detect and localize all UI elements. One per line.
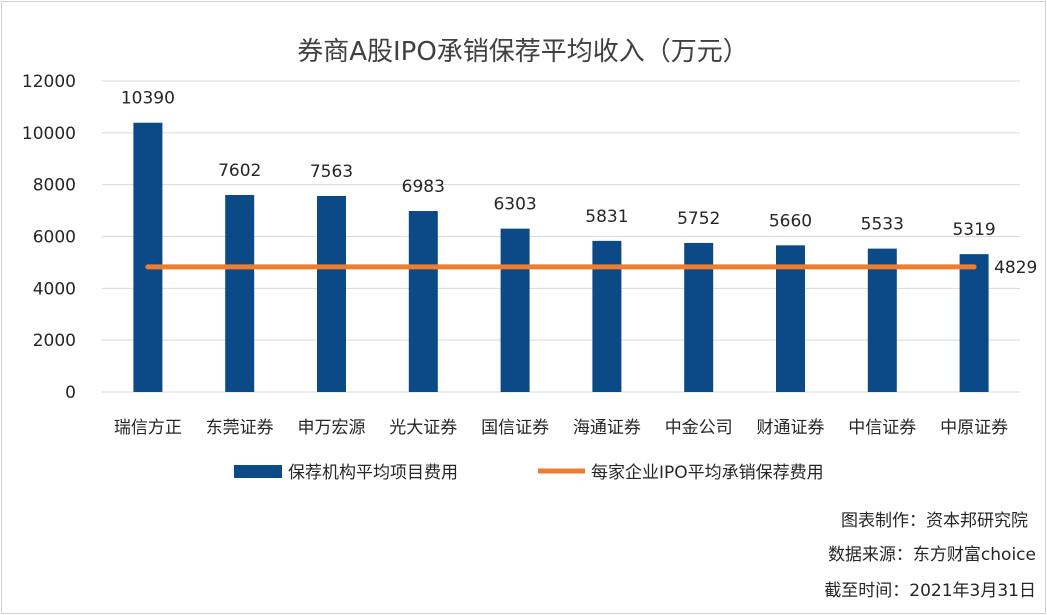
y-tick-label: 12000 [22,72,76,92]
data-labels: 10390 7602 7563 6983 6303 5831 5752 5660 5533 531… [121,89,996,240]
x-axis-categories: 瑞信方正 东莞证券 申万宏源 光大证券 国信证券 海通证券 中金公司 财通证券 中信证券 中原证券 [114,418,1008,438]
chart-title: 券商A股IPO承销保荐平均收入（万元） [297,37,749,67]
average-line-series: 4829 [145,258,1037,278]
bar-value-label: 10390 [121,89,175,109]
x-category-label: 中金公司 [665,418,733,438]
bar [500,228,530,392]
gridlines [102,80,1020,393]
y-tick-label: 2000 [33,331,76,351]
bar [408,211,438,392]
bar-value-label: 5831 [585,207,628,227]
bar-value-label: 5752 [677,209,720,229]
x-category-label: 财通证券 [757,418,825,438]
bar-value-label: 7602 [218,161,261,181]
y-tick-label: 0 [65,383,76,403]
legend-bar-label: 保荐机构平均项目费用 [288,463,458,483]
x-category-label: 中信证券 [848,418,916,438]
bar-value-label: 5533 [861,215,904,235]
bar-value-label: 6303 [493,195,536,215]
legend: 保荐机构平均项目费用 每家企业IPO平均承销保荐费用 [234,463,824,483]
bar-series [133,122,989,392]
y-tick-label: 8000 [33,176,76,196]
bar [592,240,622,392]
bar [225,194,255,392]
bar-value-label: 5660 [769,211,812,231]
y-tick-label: 10000 [22,124,76,144]
y-tick-label: 6000 [33,228,76,248]
y-axis-ticks: 0 2000 4000 6000 8000 10000 12000 [22,72,76,403]
x-category-label: 光大证券 [389,418,457,438]
x-category-label: 申万宏源 [298,418,366,438]
footer-date: 截至时间：2021年3月31日 [824,581,1036,601]
bar [959,254,989,392]
y-tick-label: 4000 [33,279,76,299]
average-line-label: 4829 [994,258,1037,278]
bar-value-label: 6983 [402,177,445,197]
legend-bar-swatch [234,465,282,478]
x-category-label: 东莞证券 [206,418,274,438]
x-category-label: 瑞信方正 [114,418,182,438]
x-category-label: 中原证券 [940,418,1008,438]
x-category-label: 海通证券 [573,418,641,438]
footer-maker: 图表制作：资本邦研究院 [841,511,1028,531]
x-category-label: 国信证券 [481,418,549,438]
bar [776,245,805,392]
bar [317,195,346,392]
footer-source: 数据来源：东方财富choice [828,545,1036,565]
bar-value-label: 7563 [310,162,353,182]
legend-line-label: 每家企业IPO平均承销保荐费用 [591,463,824,483]
bar-value-label: 5319 [952,220,995,240]
bar [867,248,897,392]
bar [133,122,163,392]
